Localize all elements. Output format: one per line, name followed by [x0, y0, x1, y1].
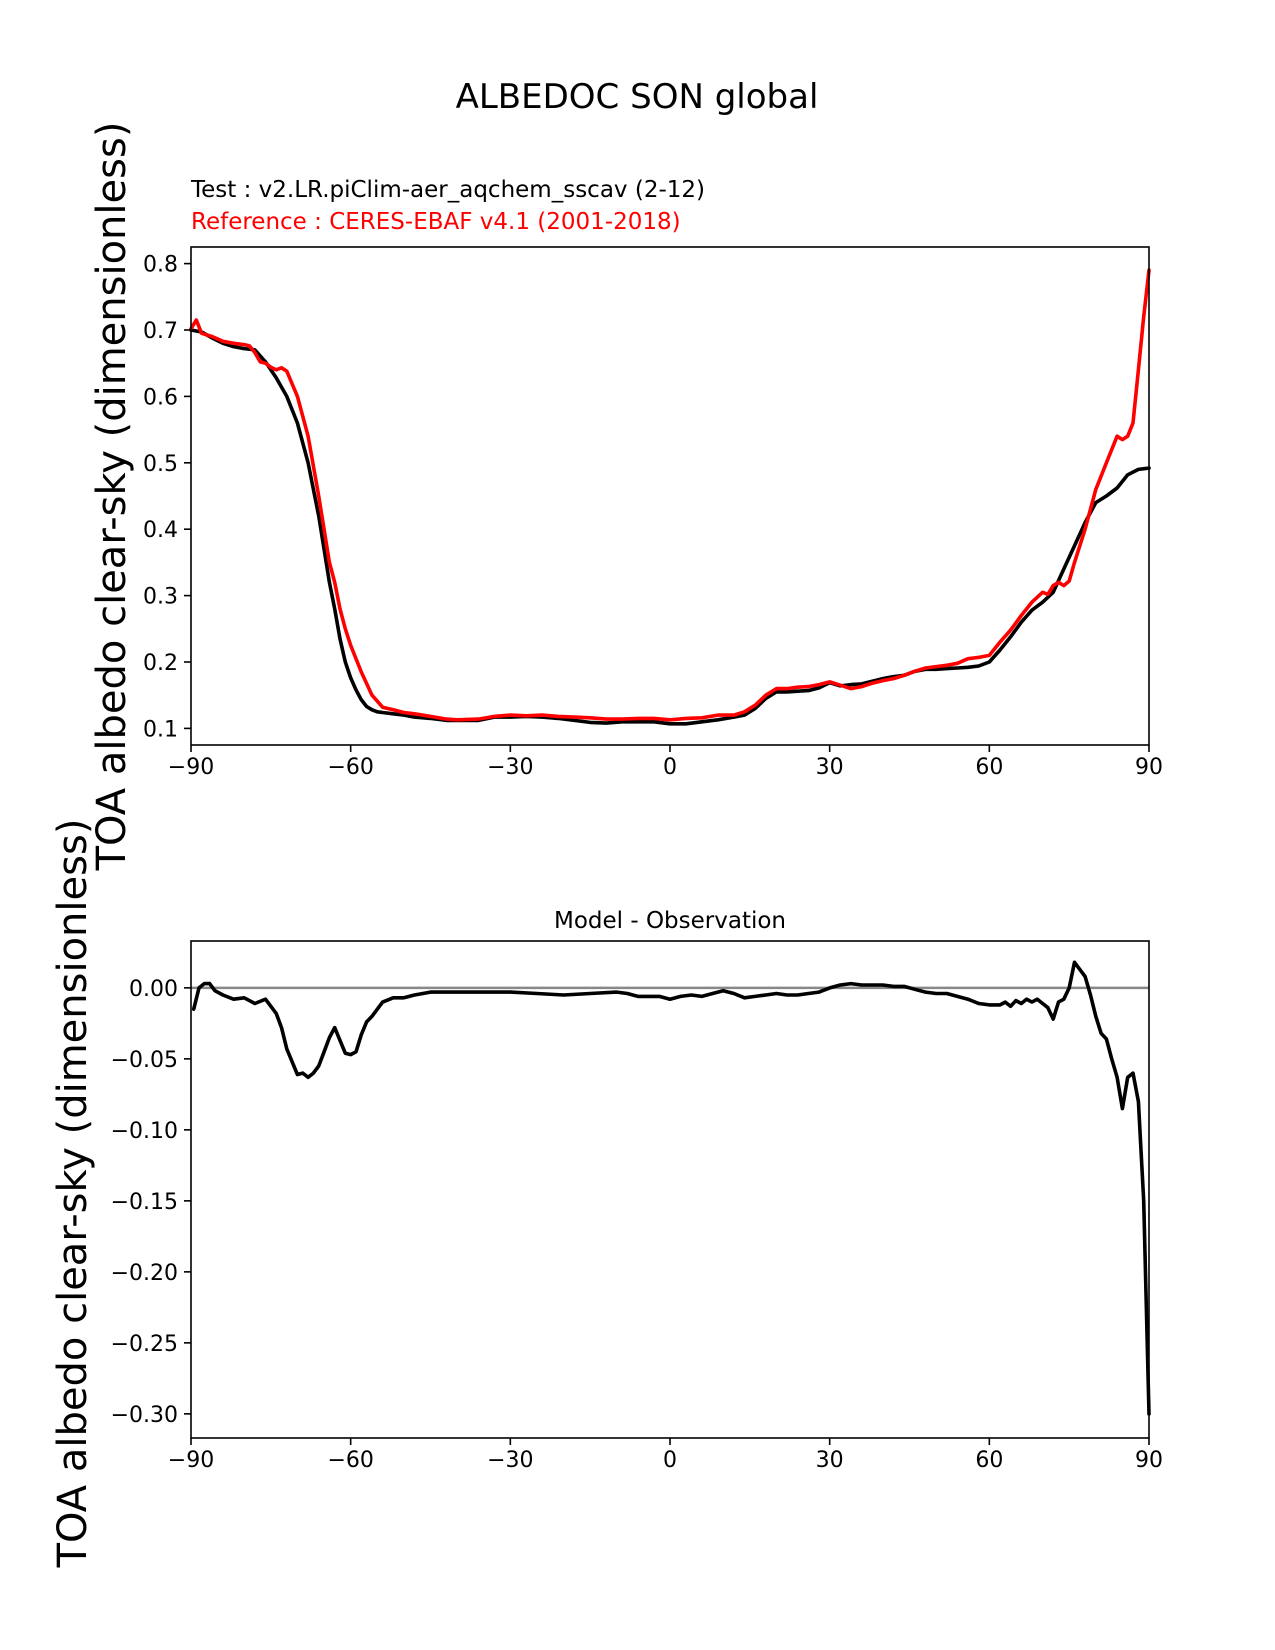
- top-x-tick-label: 90: [1135, 755, 1163, 780]
- bottom-series-group: [191, 960, 1151, 1416]
- bottom-plot-frame: [190, 940, 1150, 1439]
- test-label: Test : v2.LR.piClim-aer_aqchem_sscav (2-…: [190, 177, 705, 203]
- bottom-y-tick-label: 0.00: [129, 977, 178, 1002]
- bottom-series-line-0: [191, 960, 1151, 1416]
- bottom-y-tick-label: −0.20: [111, 1261, 178, 1286]
- top-y-tick-label: 0.5: [143, 452, 178, 477]
- top-series-group: [189, 268, 1151, 726]
- top-plot-frame: [190, 246, 1150, 746]
- top-y-axis-label: TOA albedo clear-sky (dimensionless): [89, 122, 135, 872]
- bottom-ticks-group: −90 −60 −30 0 30 60 90 0.00 −0.05 −0.10 −0.15 −0.20…: [111, 977, 1163, 1473]
- top-series-line-1: [189, 268, 1151, 722]
- bottom-x-tick-label: 30: [816, 1448, 844, 1473]
- top-x-tick-label: −60: [327, 755, 373, 780]
- bottom-x-tick-label: −30: [487, 1448, 533, 1473]
- bottom-panel-title: Model - Observation: [554, 908, 786, 934]
- top-ticks-group: −90 −60 −30 0 30 60 90 0.1 0.2 0.3 0.4 0.5 0.6 0.7 0.8: [143, 253, 1163, 780]
- bottom-y-tick-label: −0.05: [111, 1048, 178, 1073]
- bottom-x-tick-label: 90: [1135, 1448, 1163, 1473]
- top-y-tick-label: 0.3: [143, 585, 178, 610]
- top-x-tick-label: 0: [663, 755, 677, 780]
- bottom-y-tick-label: −0.10: [111, 1119, 178, 1144]
- bottom-y-axis-label: TOA albedo clear-sky (dimensionless): [50, 819, 96, 1569]
- bottom-y-tick-label: −0.30: [111, 1403, 178, 1428]
- reference-label: Reference : CERES-EBAF v4.1 (2001-2018): [191, 209, 681, 235]
- top-y-tick-label: 0.2: [143, 651, 178, 676]
- bottom-panel: Model - Observation −90 −60 −30 0 30 60 90 0.00…: [50, 819, 1163, 1569]
- bottom-y-tick-label: −0.15: [111, 1190, 178, 1215]
- top-x-tick-label: 60: [975, 755, 1003, 780]
- top-y-tick-label: 0.6: [143, 385, 178, 410]
- top-x-tick-label: −90: [168, 755, 214, 780]
- figure-title: ALBEDOC SON global: [456, 77, 819, 117]
- bottom-x-tick-label: 60: [975, 1448, 1003, 1473]
- top-series-line-0: [189, 328, 1151, 726]
- top-y-tick-label: 0.1: [143, 717, 178, 742]
- bottom-x-tick-label: −90: [168, 1448, 214, 1473]
- bottom-x-tick-label: 0: [663, 1448, 677, 1473]
- bottom-x-tick-label: −60: [327, 1448, 373, 1473]
- top-y-tick-label: 0.8: [143, 253, 178, 278]
- top-x-tick-label: 30: [816, 755, 844, 780]
- top-panel: −90 −60 −30 0 30 60 90 0.1 0.2 0.3 0.4 0.5 0.6 0.7 0.8…: [89, 122, 1163, 872]
- bottom-y-tick-label: −0.25: [111, 1332, 178, 1357]
- top-y-tick-label: 0.7: [143, 319, 178, 344]
- top-y-tick-label: 0.4: [143, 518, 178, 543]
- top-x-tick-label: −30: [487, 755, 533, 780]
